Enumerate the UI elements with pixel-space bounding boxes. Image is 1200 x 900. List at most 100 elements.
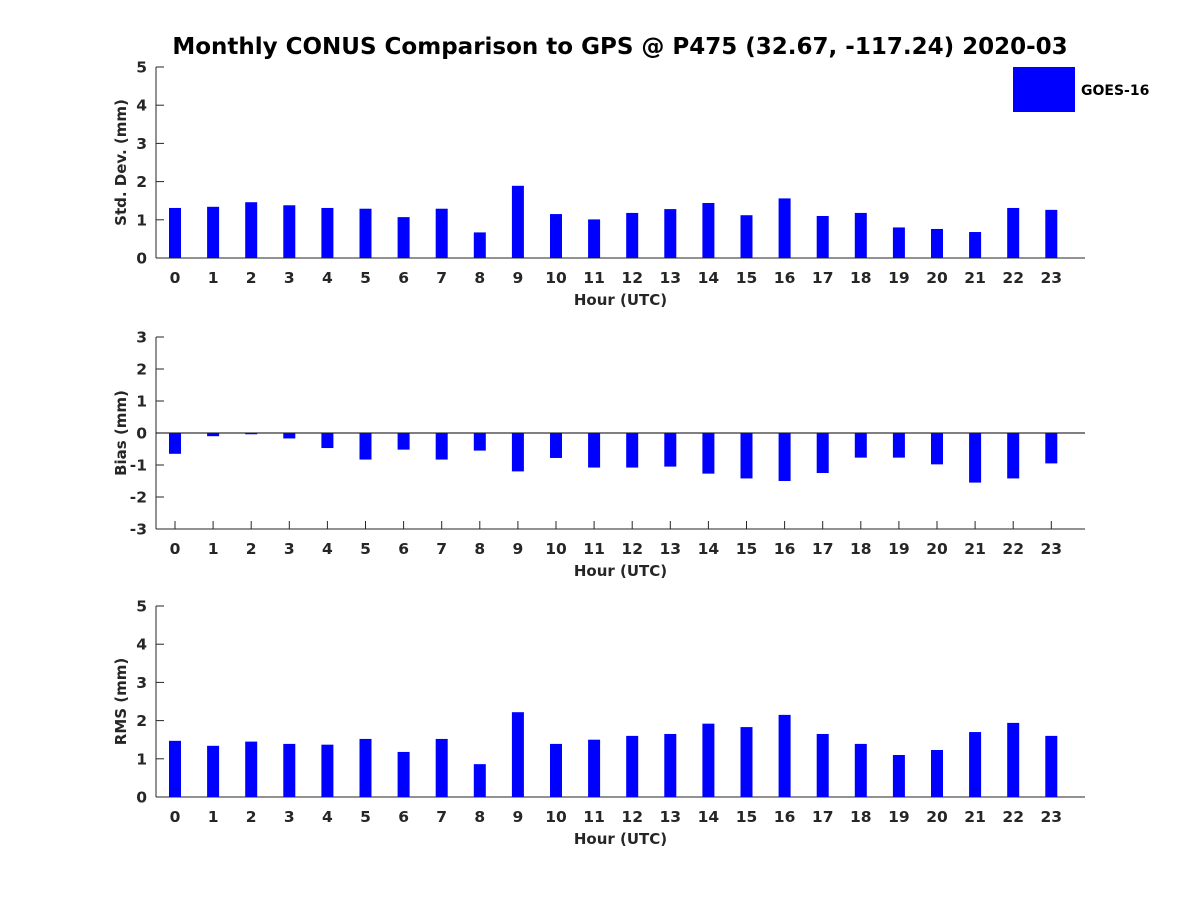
- x-tick-label: 18: [850, 808, 872, 826]
- x-tick-label: 23: [1041, 269, 1063, 287]
- x-tick-label: 16: [774, 540, 796, 558]
- legend-swatch: [1013, 67, 1075, 112]
- bar: [321, 207, 334, 258]
- bar: [664, 433, 677, 467]
- bar: [664, 209, 677, 258]
- x-tick-label: 14: [698, 540, 720, 558]
- y-axis-label: RMS (mm): [112, 658, 130, 745]
- bar: [626, 212, 639, 258]
- y-axis-label: Bias (mm): [112, 390, 130, 476]
- x-tick-label: 7: [436, 540, 447, 558]
- bar: [969, 732, 982, 797]
- chart-title: Monthly CONUS Comparison to GPS @ P475 (…: [172, 34, 1067, 60]
- x-axis-label: Hour (UTC): [574, 830, 667, 848]
- y-tick-label: -2: [130, 489, 147, 507]
- x-tick-label: 20: [926, 269, 948, 287]
- x-axis-label: Hour (UTC): [574, 562, 667, 580]
- bar: [931, 228, 943, 258]
- bar: [702, 202, 715, 258]
- x-tick-label: 9: [513, 540, 524, 558]
- x-tick-label: 22: [1002, 808, 1024, 826]
- y-tick-label: 5: [136, 59, 147, 77]
- bar: [1045, 209, 1058, 258]
- y-tick-label: 4: [136, 636, 147, 654]
- bar: [511, 712, 524, 797]
- x-tick-label: 1: [208, 808, 219, 826]
- x-tick-label: 18: [850, 540, 872, 558]
- x-tick-label: 0: [170, 808, 181, 826]
- x-tick-label: 10: [545, 269, 567, 287]
- bar: [169, 433, 181, 454]
- bar: [892, 754, 905, 797]
- y-tick-label: 1: [136, 393, 147, 411]
- y-tick-label: 2: [136, 361, 147, 379]
- x-tick-label: 3: [284, 269, 295, 287]
- bar: [473, 764, 486, 797]
- x-tick-label: 21: [964, 808, 986, 826]
- bar: [473, 232, 486, 258]
- bar: [283, 743, 296, 797]
- x-tick-label: 11: [583, 269, 605, 287]
- x-tick-label: 19: [888, 808, 910, 826]
- y-axis-label: Std. Dev. (mm): [112, 99, 130, 226]
- bar: [359, 738, 372, 797]
- y-tick-label: 0: [136, 425, 147, 443]
- bar: [359, 433, 372, 460]
- y-tick-label: 3: [136, 674, 147, 692]
- x-tick-label: 15: [736, 540, 758, 558]
- y-tick-label: -1: [130, 457, 147, 475]
- x-axis-label: Hour (UTC): [574, 291, 667, 309]
- bar: [245, 202, 258, 258]
- x-tick-label: 11: [583, 540, 605, 558]
- y-tick-label: 1: [136, 750, 147, 768]
- x-tick-label: 13: [660, 269, 682, 287]
- x-tick-label: 16: [774, 269, 796, 287]
- bar: [397, 751, 410, 797]
- bar: [550, 743, 562, 797]
- x-tick-label: 8: [474, 269, 485, 287]
- bar: [1045, 433, 1058, 464]
- bar: [816, 215, 829, 258]
- bar: [778, 433, 791, 481]
- x-tick-label: 7: [436, 808, 447, 826]
- bar: [854, 433, 867, 458]
- bar: [550, 433, 562, 458]
- x-tick-label: 23: [1041, 808, 1063, 826]
- bar: [283, 433, 296, 439]
- bar: [931, 750, 943, 797]
- x-tick-label: 2: [246, 540, 257, 558]
- y-tick-label: 1: [136, 211, 147, 229]
- x-tick-label: 6: [398, 808, 409, 826]
- x-tick-label: 1: [208, 269, 219, 287]
- bar: [892, 227, 905, 258]
- x-tick-label: 17: [812, 808, 834, 826]
- x-tick-label: 5: [360, 808, 371, 826]
- bar: [1007, 722, 1020, 797]
- bar: [1007, 433, 1020, 479]
- x-tick-label: 21: [964, 540, 986, 558]
- x-tick-label: 15: [736, 808, 758, 826]
- bar: [207, 433, 220, 437]
- bar: [626, 433, 639, 468]
- x-tick-label: 6: [398, 540, 409, 558]
- bar: [321, 433, 334, 449]
- x-tick-label: 11: [583, 808, 605, 826]
- x-tick-label: 4: [322, 540, 333, 558]
- x-tick-label: 14: [698, 808, 720, 826]
- x-tick-label: 3: [284, 808, 295, 826]
- x-tick-label: 7: [436, 269, 447, 287]
- bar: [245, 433, 258, 435]
- legend: GOES-16: [1013, 67, 1149, 112]
- x-tick-label: 8: [474, 808, 485, 826]
- y-tick-label: 0: [136, 250, 147, 268]
- y-tick-label: 0: [136, 789, 147, 807]
- x-tick-label: 20: [926, 540, 948, 558]
- x-tick-label: 0: [170, 540, 181, 558]
- bar: [511, 185, 524, 258]
- bar: [321, 744, 334, 797]
- legend-label: GOES-16: [1081, 83, 1149, 99]
